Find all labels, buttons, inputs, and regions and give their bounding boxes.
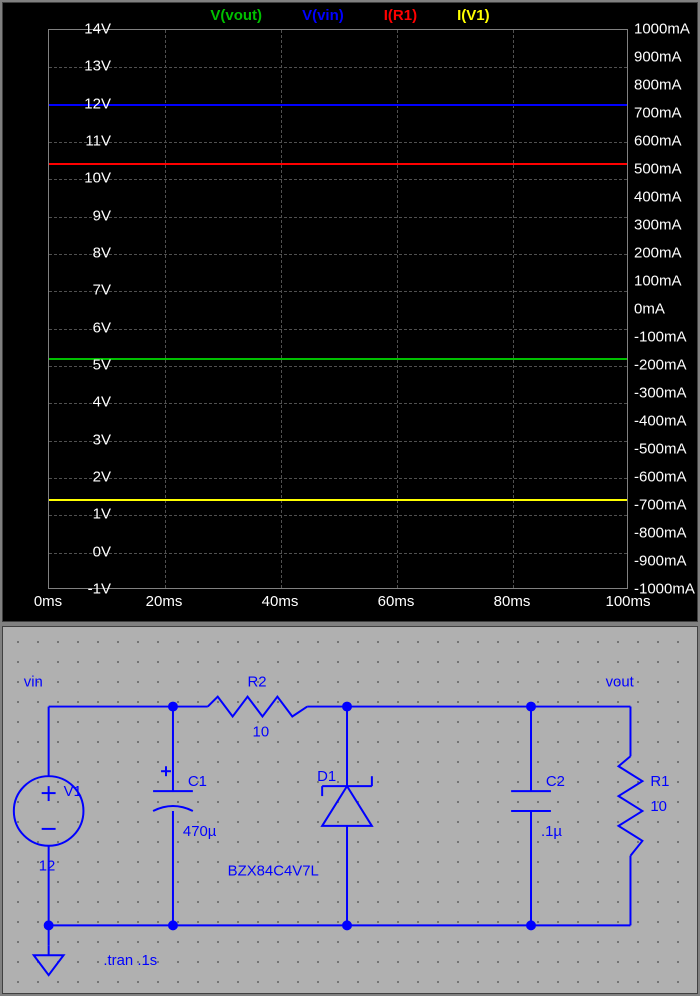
net-vin-label: vin: [24, 675, 43, 691]
y-left-tick: 9V: [71, 207, 111, 224]
y-right-tick: 200mA: [634, 245, 700, 262]
y-right-tick: -300mA: [634, 385, 700, 402]
y-right-tick: -600mA: [634, 469, 700, 486]
spice-directive[interactable]: .tran .1s: [103, 953, 157, 969]
y-right-tick: 700mA: [634, 105, 700, 122]
y-left-tick: 3V: [71, 431, 111, 448]
y-right-tick: -700mA: [634, 497, 700, 514]
y-left-tick: 11V: [71, 133, 111, 150]
c1-value[interactable]: 470µ: [183, 824, 217, 840]
y-left-tick: 2V: [71, 469, 111, 486]
r1-ref[interactable]: R1: [650, 774, 669, 790]
x-tick: 60ms: [366, 593, 426, 610]
x-tick: 0ms: [18, 593, 78, 610]
v1-ref[interactable]: V1: [64, 784, 82, 800]
y-right-tick: -800mA: [634, 525, 700, 542]
schematic-panel[interactable]: vin vout V1 12 C1 470µ R2 10 D1 BZX84C4V…: [2, 626, 698, 994]
y-left-tick: 5V: [71, 357, 111, 374]
y-right-tick: -900mA: [634, 553, 700, 570]
y-right-tick: 100mA: [634, 273, 700, 290]
legend-ir1[interactable]: I(R1): [384, 7, 417, 27]
c2-ref[interactable]: C2: [546, 774, 565, 790]
net-vout-label: vout: [606, 675, 635, 691]
legend-iv1[interactable]: I(V1): [457, 7, 490, 27]
d1-ref[interactable]: D1: [317, 769, 336, 785]
r1-value[interactable]: 10: [650, 799, 667, 815]
y-left-tick: 0V: [71, 543, 111, 560]
y-left-tick: 1V: [71, 506, 111, 523]
y-right-tick: -500mA: [634, 441, 700, 458]
y-left-tick: 6V: [71, 319, 111, 336]
trace-vout[interactable]: [49, 358, 627, 360]
y-left-tick: 14V: [71, 21, 111, 38]
y-right-tick: 900mA: [634, 49, 700, 66]
y-right-tick: 300mA: [634, 217, 700, 234]
d1-model[interactable]: BZX84C4V7L: [228, 864, 319, 880]
r2-ref[interactable]: R2: [248, 675, 267, 691]
plot-area[interactable]: [48, 29, 628, 589]
trace-iv1[interactable]: [49, 499, 627, 501]
y-left-tick: 13V: [71, 58, 111, 75]
v1-value[interactable]: 12: [39, 859, 56, 875]
y-right-tick: 600mA: [634, 133, 700, 150]
y-right-tick: -200mA: [634, 357, 700, 374]
y-right-tick: -100mA: [634, 329, 700, 346]
trace-ir1[interactable]: [49, 163, 627, 165]
y-right-tick: 1000mA: [634, 21, 700, 38]
y-right-tick: 0mA: [634, 301, 700, 318]
x-tick: 80ms: [482, 593, 542, 610]
x-tick: 20ms: [134, 593, 194, 610]
x-tick: 100ms: [598, 593, 658, 610]
schematic-drawing: vin vout V1 12 C1 470µ R2 10 D1 BZX84C4V…: [3, 627, 697, 993]
y-right-tick: -400mA: [634, 413, 700, 430]
y-right-tick: 500mA: [634, 161, 700, 178]
y-left-tick: 10V: [71, 170, 111, 187]
waveform-panel: V(vout) V(vin) I(R1) I(V1) 14V 13V 12V 11V 1…: [2, 2, 698, 622]
y-left-tick: 12V: [71, 95, 111, 112]
r2-value[interactable]: 10: [253, 724, 270, 740]
y-left-tick: 7V: [71, 282, 111, 299]
y-left-tick: 4V: [71, 394, 111, 411]
c1-ref[interactable]: C1: [188, 774, 207, 790]
trace-vin[interactable]: [49, 104, 627, 106]
y-left-tick: 8V: [71, 245, 111, 262]
y-right-tick: 400mA: [634, 189, 700, 206]
c2-value[interactable]: .1µ: [541, 824, 562, 840]
legend-vout[interactable]: V(vout): [210, 7, 262, 27]
x-tick: 40ms: [250, 593, 310, 610]
legend-vin[interactable]: V(vin): [302, 7, 344, 27]
y-right-tick: 800mA: [634, 77, 700, 94]
